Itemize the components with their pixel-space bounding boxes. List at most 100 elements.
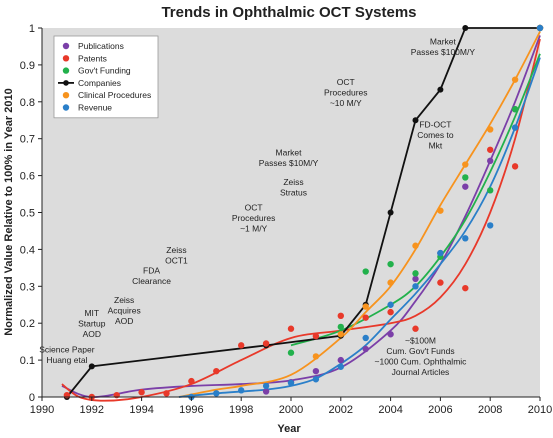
data-point bbox=[462, 174, 469, 181]
legend-marker bbox=[62, 104, 70, 111]
annotation-text: Huang etal bbox=[46, 355, 87, 365]
data-point bbox=[487, 126, 494, 133]
legend-label: Companies bbox=[78, 78, 121, 88]
data-point bbox=[462, 25, 469, 31]
x-tick-label: 2008 bbox=[478, 404, 502, 416]
data-point bbox=[362, 345, 369, 353]
annotation-text: Procedures bbox=[324, 88, 367, 98]
annotation-text: AOD bbox=[115, 316, 133, 326]
y-tick-label: 0.6 bbox=[20, 171, 35, 183]
data-point bbox=[412, 270, 419, 277]
x-tick-label: 1994 bbox=[129, 404, 153, 416]
annotation-text: Clearance bbox=[132, 276, 171, 286]
data-point bbox=[511, 105, 519, 113]
annotation-text: Passes $10M/Y bbox=[259, 158, 319, 168]
y-tick-label: 0.1 bbox=[20, 355, 35, 367]
data-point bbox=[487, 146, 494, 153]
legend-label: Gov't Funding bbox=[78, 66, 131, 76]
annotation-text: Market bbox=[276, 147, 303, 157]
x-axis: 1990 1992 1994 1996 1998 2000 2002 2004 2006 2008… bbox=[30, 396, 552, 416]
y-tick-label: 0.2 bbox=[20, 318, 35, 330]
data-point bbox=[262, 388, 270, 395]
annotation-text: Acquires bbox=[108, 305, 141, 315]
data-point bbox=[213, 390, 220, 397]
data-point bbox=[337, 356, 344, 364]
annotation-text: Market bbox=[430, 37, 457, 47]
data-point bbox=[238, 342, 245, 349]
annotation-text: Procedures bbox=[232, 213, 275, 223]
data-point bbox=[536, 24, 544, 32]
annotation-text: ~1000 Cum. Ophthalmic bbox=[375, 356, 468, 366]
data-point bbox=[163, 390, 170, 397]
legend-label: Clinical Procedures bbox=[78, 90, 151, 100]
data-point bbox=[337, 363, 344, 370]
trend-line bbox=[178, 57, 541, 398]
data-point bbox=[362, 303, 369, 310]
data-point bbox=[362, 314, 369, 321]
data-point bbox=[437, 279, 444, 286]
data-point bbox=[412, 325, 419, 332]
data-point bbox=[412, 117, 419, 124]
annotation-text: MIT bbox=[84, 308, 99, 318]
data-point bbox=[362, 334, 369, 342]
data-point bbox=[487, 222, 494, 229]
x-tick-label: 1998 bbox=[229, 404, 253, 416]
trend-line bbox=[178, 31, 541, 398]
trend-line bbox=[61, 38, 541, 402]
data-point bbox=[138, 389, 145, 396]
annotation-text: Startup bbox=[78, 318, 106, 328]
annotation-text: Comes to bbox=[417, 130, 454, 140]
annotation-text: OCT1 bbox=[165, 256, 188, 266]
x-axis-title: Year bbox=[277, 423, 301, 435]
data-point bbox=[213, 367, 220, 375]
y-axis-title: Normalized Value Relative to 100% in Yea… bbox=[3, 88, 15, 335]
data-point bbox=[462, 235, 469, 242]
series-line bbox=[66, 27, 540, 398]
y-tick-label: 0.3 bbox=[20, 281, 35, 293]
x-tick-label: 2000 bbox=[279, 404, 303, 416]
annotation-text: OCT bbox=[337, 77, 355, 87]
annotation-text: ~10 M/Y bbox=[330, 98, 362, 108]
data-point bbox=[312, 376, 320, 383]
data-point bbox=[462, 161, 469, 168]
data-point bbox=[511, 163, 519, 170]
data-point bbox=[487, 187, 494, 194]
data-point bbox=[511, 124, 519, 131]
data-point bbox=[312, 367, 320, 375]
data-point bbox=[462, 183, 469, 190]
legend-label: Patents bbox=[78, 53, 107, 63]
annotation-text: Passes $100M/Y bbox=[411, 47, 476, 57]
data-point bbox=[387, 209, 394, 216]
annotation-text: ~$100M bbox=[405, 335, 436, 345]
annotation-text: Science Paper bbox=[39, 345, 94, 355]
x-tick-label: 2010 bbox=[528, 404, 552, 416]
data-point bbox=[412, 275, 419, 283]
x-tick-label: 2004 bbox=[378, 404, 402, 416]
data-point bbox=[412, 242, 419, 249]
data-point bbox=[387, 279, 394, 286]
x-tick-label: 1992 bbox=[80, 404, 104, 416]
data-point bbox=[287, 379, 295, 387]
data-point bbox=[312, 332, 320, 340]
data-point bbox=[387, 260, 394, 268]
data-point bbox=[337, 312, 344, 320]
y-tick-label: 0.9 bbox=[20, 60, 35, 72]
legend-label: Publications bbox=[78, 41, 124, 51]
y-tick-label: 0 bbox=[29, 392, 35, 404]
annotation-text: Journal Articles bbox=[392, 367, 450, 377]
annotation-text: Stratus bbox=[280, 187, 307, 197]
annotation-text: FDA bbox=[143, 265, 160, 275]
data-point bbox=[88, 363, 95, 370]
annotation-text: OCT bbox=[245, 203, 263, 213]
data-point bbox=[487, 157, 494, 165]
annotation-text: Zeiss bbox=[114, 295, 134, 305]
annotation-text: Zeiss bbox=[166, 245, 186, 255]
x-tick-label: 1990 bbox=[30, 404, 54, 416]
legend-label: Revenue bbox=[78, 103, 112, 113]
legend-marker bbox=[62, 42, 70, 50]
data-point bbox=[337, 323, 344, 331]
data-point bbox=[387, 301, 394, 308]
data-point bbox=[437, 207, 444, 214]
data-point bbox=[511, 76, 519, 83]
